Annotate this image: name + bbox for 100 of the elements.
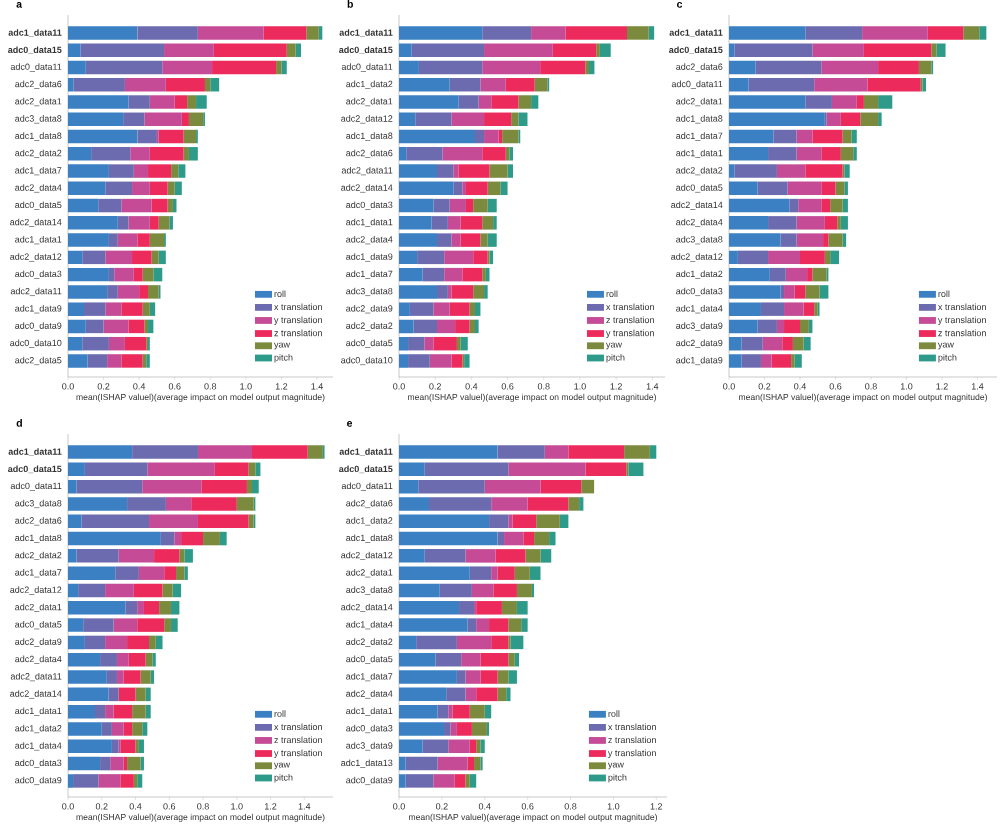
bar xyxy=(424,549,466,563)
bar xyxy=(424,462,509,477)
y-tick-label: adc0_data5 xyxy=(676,184,723,193)
bar xyxy=(821,181,836,196)
bar xyxy=(729,233,781,247)
bar xyxy=(68,250,83,265)
bar xyxy=(422,739,449,754)
y-tick-label: adc0_data11 xyxy=(341,482,393,491)
bar xyxy=(831,95,857,109)
y-tick-label: adc1_data11 xyxy=(339,29,393,37)
bar xyxy=(460,216,483,230)
bar xyxy=(125,601,138,615)
bar xyxy=(835,181,845,196)
bar xyxy=(399,129,475,144)
bar xyxy=(437,319,456,334)
bar xyxy=(458,164,490,178)
bar xyxy=(729,60,756,75)
y-tick-label: adc1_data9 xyxy=(676,356,723,366)
bar xyxy=(68,566,116,580)
bar xyxy=(459,601,475,615)
bar xyxy=(826,112,841,126)
y-tick-label: adc3_data8 xyxy=(346,586,393,595)
bar xyxy=(68,302,85,316)
bar xyxy=(83,618,114,632)
legend-label: pitch xyxy=(274,354,293,363)
bar xyxy=(149,216,159,230)
bar xyxy=(465,687,477,702)
legend-label: yaw xyxy=(273,762,291,770)
bar xyxy=(729,216,769,230)
bar xyxy=(399,531,498,546)
bar xyxy=(149,635,156,650)
y-tick-label: adc3_data8 xyxy=(15,499,62,509)
y-tick-label: adc0_data15 xyxy=(669,46,723,55)
x-axis-title: mean(ISHAP valuel)(average impact on model output magnitude) xyxy=(76,393,325,402)
bar xyxy=(145,704,151,719)
bar xyxy=(453,181,463,196)
bar xyxy=(805,95,832,109)
y-tick-label: adc2_data2 xyxy=(676,166,723,176)
x-tick-label: 0.0 xyxy=(62,383,74,390)
bar xyxy=(507,164,514,178)
bar xyxy=(471,722,487,736)
bar xyxy=(68,739,112,754)
y-tick-label: adc1_data8 xyxy=(15,534,62,543)
bar xyxy=(137,233,150,247)
bar xyxy=(812,129,843,144)
bar xyxy=(399,181,454,196)
bar xyxy=(82,336,109,351)
bar xyxy=(184,566,188,580)
y-tick-label: adc2_data14 xyxy=(671,201,723,210)
y-tick-label: adc0_data3 xyxy=(346,201,393,210)
bar xyxy=(158,129,184,144)
bar xyxy=(842,198,848,213)
bar xyxy=(399,566,470,580)
bar xyxy=(812,43,864,57)
bar xyxy=(123,112,145,126)
bar xyxy=(510,635,524,650)
bar xyxy=(68,147,92,161)
legend-label: yaw xyxy=(273,342,291,350)
bar xyxy=(508,618,522,632)
bar xyxy=(448,704,453,719)
x-tick-label: 0.2 xyxy=(429,383,441,390)
bar xyxy=(474,601,477,615)
bar xyxy=(103,319,129,334)
bar xyxy=(144,112,182,126)
y-tick-label: adc1_data1 xyxy=(15,235,62,245)
bar xyxy=(760,302,785,316)
bar xyxy=(149,514,198,528)
x-tick-label: 1.2 xyxy=(264,803,277,810)
bar xyxy=(803,336,811,351)
bar xyxy=(478,95,492,109)
bar xyxy=(409,302,434,316)
bar xyxy=(789,198,799,213)
bar xyxy=(729,285,781,299)
legend-label: z translation xyxy=(606,316,654,324)
bar xyxy=(497,531,505,546)
bar xyxy=(416,635,457,650)
x-tick-label: 0.4 xyxy=(133,383,146,390)
bar xyxy=(486,722,490,736)
bar xyxy=(118,549,155,563)
bar xyxy=(165,497,192,511)
bar xyxy=(627,26,649,40)
y-tick-label: adc0_data15 xyxy=(8,465,62,474)
y-tick-label: adc1_data1 xyxy=(346,707,393,716)
bar xyxy=(167,181,175,196)
bar xyxy=(154,549,180,563)
bar xyxy=(133,583,163,598)
bar xyxy=(213,43,287,57)
y-tick-label: adc2_data9 xyxy=(346,305,393,314)
bar xyxy=(814,78,868,92)
bar xyxy=(782,336,793,351)
legend-label: y translation xyxy=(605,329,654,338)
bar xyxy=(482,60,541,75)
bar xyxy=(160,531,175,546)
bar xyxy=(456,635,492,650)
bar xyxy=(68,78,74,92)
bar xyxy=(149,95,175,109)
bar xyxy=(158,216,170,230)
bar xyxy=(399,670,457,684)
bar xyxy=(853,147,857,161)
bar xyxy=(155,635,163,650)
